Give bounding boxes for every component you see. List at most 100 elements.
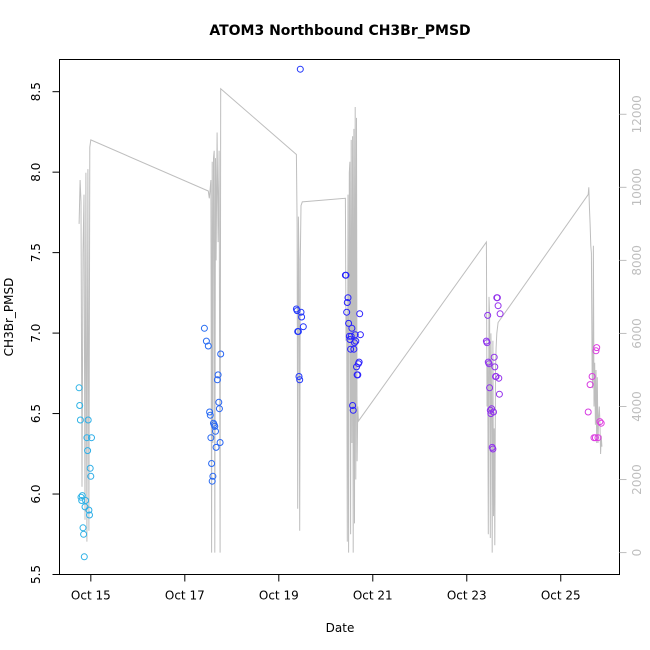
data-point [88, 434, 95, 442]
data-point [294, 328, 302, 335]
data-point [77, 493, 85, 501]
data-point [586, 381, 594, 389]
data-point [493, 294, 501, 302]
data-point [592, 347, 600, 355]
data-point [343, 308, 351, 316]
data-point [495, 390, 503, 398]
data-point [216, 439, 224, 446]
data-point [588, 373, 596, 380]
y2-tick-label: 8000 [630, 245, 644, 276]
y-tick-label: 7.0 [29, 324, 43, 343]
data-point [593, 344, 601, 352]
data-point [355, 358, 363, 366]
data-point [297, 308, 305, 316]
data-point [349, 402, 357, 409]
data-point [217, 350, 225, 358]
points-layer [75, 65, 605, 561]
data-point [299, 323, 307, 331]
data-point [496, 310, 504, 318]
y-axis: 5.5 6.0 6.5 7.0 7.5 8.0 8.5 [29, 82, 60, 584]
data-point [78, 492, 86, 500]
data-point [84, 416, 92, 424]
y-tick-label: 6.5 [29, 404, 43, 423]
y2-tick-label: 12000 [630, 95, 644, 133]
data-point [342, 271, 350, 279]
y-tick-label: 8.5 [29, 82, 43, 101]
chart-title: ATOM3 Northbound CH3Br_PMSD [209, 23, 470, 39]
data-point [86, 464, 94, 472]
data-point [79, 524, 87, 532]
data-point [215, 398, 223, 406]
data-point [214, 371, 222, 379]
data-point [78, 497, 86, 504]
data-point [87, 472, 95, 480]
data-point [490, 353, 498, 361]
x-tick-label: Oct 23 [447, 589, 487, 603]
data-point [490, 408, 497, 416]
data-point [215, 405, 223, 413]
data-point [596, 418, 604, 426]
data-point [491, 363, 499, 371]
x-tick-label: Oct 15 [71, 589, 111, 603]
data-point [495, 374, 503, 382]
data-point [350, 345, 358, 353]
data-point [584, 408, 592, 416]
x-tick-label: Oct 17 [165, 589, 205, 603]
y-axis-label: CH3Br_PMSD [2, 278, 16, 357]
x-tick-label: Oct 19 [259, 589, 299, 603]
y2-tick-label: 2000 [630, 464, 644, 495]
y-tick-label: 8.0 [29, 163, 43, 182]
x-axis: Oct 15 Oct 17 Oct 19 Oct 21 Oct 23 Oct 25 [71, 574, 581, 603]
data-point [212, 427, 219, 435]
data-point [597, 419, 605, 427]
y-tick-label: 7.5 [29, 243, 43, 262]
y2-tick-label: 10000 [630, 168, 644, 206]
secondary-series-line [78, 87, 603, 553]
y2-tick-label: 6000 [630, 318, 644, 349]
plot-frame [59, 59, 620, 575]
x-axis-label: Date [326, 621, 355, 635]
data-point [80, 553, 88, 561]
data-point [356, 310, 364, 318]
data-point [296, 376, 304, 384]
y-tick-label: 5.5 [29, 565, 43, 584]
data-point [84, 447, 92, 455]
data-point [206, 411, 214, 419]
data-point [352, 337, 360, 345]
data-point [484, 311, 492, 319]
data-point [200, 324, 208, 332]
data-point [345, 319, 353, 327]
data-point [298, 313, 306, 321]
data-point [207, 434, 215, 442]
data-point [76, 416, 84, 424]
data-point [354, 371, 362, 379]
data-point [83, 434, 91, 442]
data-point [212, 443, 220, 451]
data-point [80, 530, 88, 538]
data-point [76, 402, 84, 409]
data-point [349, 406, 357, 414]
data-point [348, 324, 356, 332]
y-tick-label: 6.0 [29, 484, 43, 503]
data-point [209, 472, 217, 480]
data-point [211, 422, 219, 430]
data-point [86, 511, 93, 519]
data-point [485, 360, 493, 368]
data-point [213, 376, 221, 384]
x-tick-label: Oct 21 [353, 589, 393, 603]
y2-tick-label: 0 [630, 549, 644, 557]
data-point [347, 345, 355, 353]
data-point [85, 506, 93, 514]
data-point [296, 65, 304, 73]
data-point [204, 342, 212, 350]
data-point [206, 408, 214, 416]
data-point [344, 294, 352, 302]
data-point [494, 302, 502, 310]
data-point [208, 477, 216, 485]
data-point [483, 339, 491, 347]
data-point [295, 373, 303, 380]
data-point [82, 497, 90, 504]
data-point [591, 434, 599, 442]
x-tick-label: Oct 25 [541, 589, 581, 603]
